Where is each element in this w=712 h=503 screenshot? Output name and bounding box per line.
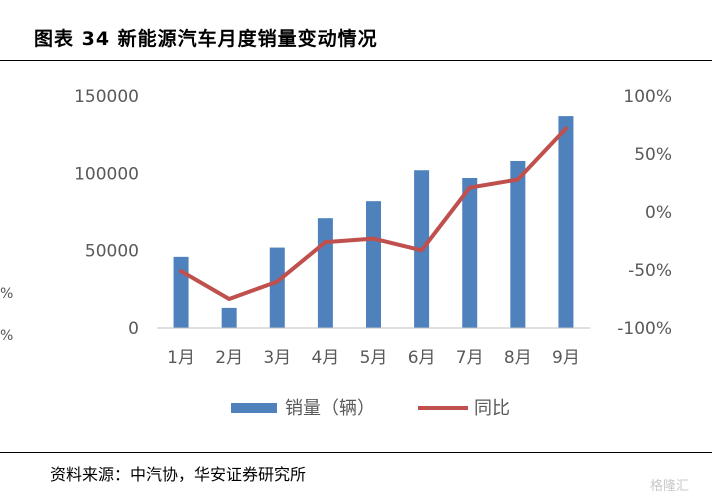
edge-mark: % [0,286,14,302]
x-tick-label: 4月 [311,348,339,368]
legend-bar-label: 销量（辆） [285,398,375,419]
bar [462,177,478,328]
bar [366,201,381,328]
x-tick-label: 5月 [360,348,388,368]
bar [317,218,333,328]
source-note: 资料来源：中汽协，华安证券研究所 [50,465,307,484]
x-tick-label: 3月 [263,348,291,368]
bar-series [173,116,574,329]
left-tick-label: 0 [128,319,139,339]
bar [558,116,574,329]
x-tick-label: 6月 [408,348,436,368]
x-tick-label: 9月 [552,348,580,368]
x-tick-label: 1月 [167,348,195,368]
edge-mark: % [0,328,14,344]
legend: 销量（辆） 同比 [231,398,510,419]
yoy-line [179,126,568,301]
x-tick-label: 8月 [504,348,532,368]
bar [221,307,237,328]
x-axis-labels: 1月 2月 3月 4月 5月 6月 7月 8月 9月 [167,348,580,368]
left-axis-ticks: 0 50000 100000 150000 [74,87,139,339]
left-tick-label: 50000 [85,242,139,262]
chart-canvas: 0 50000 100000 150000 -100% -50% 0% 50% 100% 1月… [74,87,672,419]
right-tick-label: 50% [634,145,672,165]
right-axis-ticks: -100% -50% 0% 50% 100% [617,87,672,339]
right-tick-label: -100% [617,319,672,339]
watermark: 格隆汇 [650,479,690,494]
bar [269,247,285,328]
bottom-rule [0,452,712,453]
chart-title: 图表 34 新能源汽车月度销量变动情况 [34,28,378,50]
bar [510,160,526,328]
left-tick-label: 100000 [74,164,139,184]
legend-bar-swatch [231,403,277,413]
bar [173,256,189,328]
right-tick-label: 0% [645,203,672,223]
x-tick-label: 2月 [215,348,243,368]
right-tick-label: 100% [623,87,672,107]
left-tick-label: 150000 [74,87,139,107]
right-tick-label: -50% [628,261,672,281]
legend-line-label: 同比 [474,398,510,419]
top-rule [0,60,712,61]
x-tick-label: 7月 [456,348,484,368]
